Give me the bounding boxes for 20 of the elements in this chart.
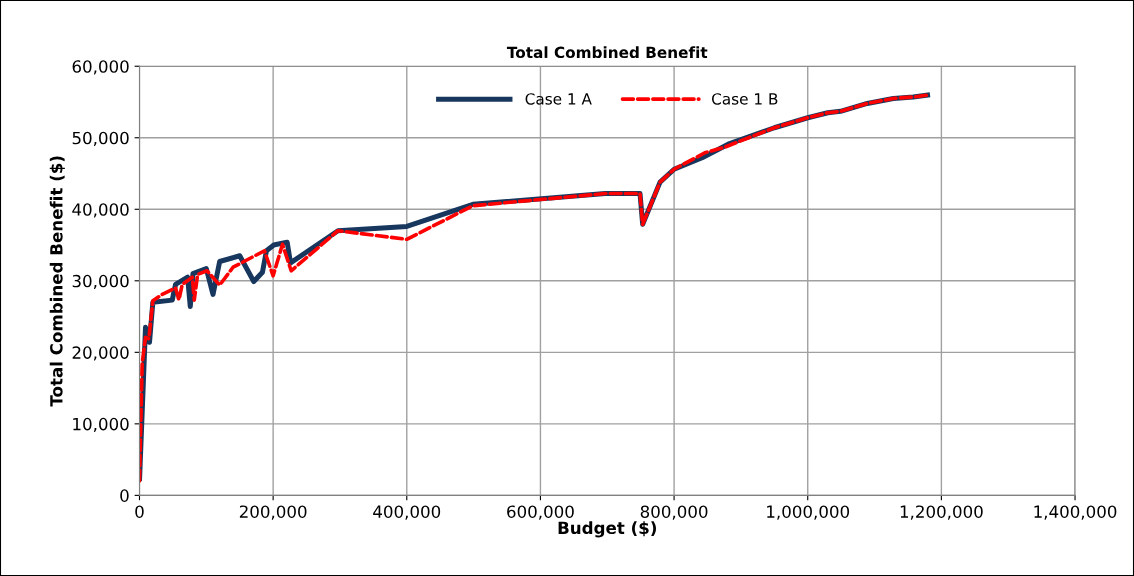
x-tick-label: 800,000 bbox=[640, 505, 708, 520]
x-tick-label: 1,400,000 bbox=[1034, 505, 1117, 520]
x-tick-label: 400,000 bbox=[373, 505, 441, 520]
legend-label: Case 1 B bbox=[711, 93, 778, 105]
y-tick-label: 50,000 bbox=[72, 131, 129, 147]
y-tick-label: 0 bbox=[120, 489, 129, 502]
y-tick-label: 40,000 bbox=[72, 203, 129, 218]
y-tick-label: 20,000 bbox=[72, 346, 129, 361]
chart-title: Total Combined Benefit bbox=[506, 46, 708, 59]
x-tick-label: 200,000 bbox=[239, 505, 307, 520]
x-tick-label: 1,000,000 bbox=[767, 505, 850, 520]
y-tick-label: 30,000 bbox=[72, 274, 129, 290]
legend-label: Case 1 A bbox=[525, 93, 592, 105]
y-tick-label: 10,000 bbox=[73, 417, 129, 433]
y-axis-title: Total Combined Benefit ($) bbox=[49, 156, 65, 407]
y-tick-label: 60,000 bbox=[72, 60, 129, 75]
x-tick-label: 600,000 bbox=[507, 505, 574, 520]
x-tick-label: 0 bbox=[135, 505, 144, 518]
x-axis-title: Budget ($) bbox=[558, 521, 656, 538]
x-tick-label: 1,200,000 bbox=[900, 505, 983, 520]
